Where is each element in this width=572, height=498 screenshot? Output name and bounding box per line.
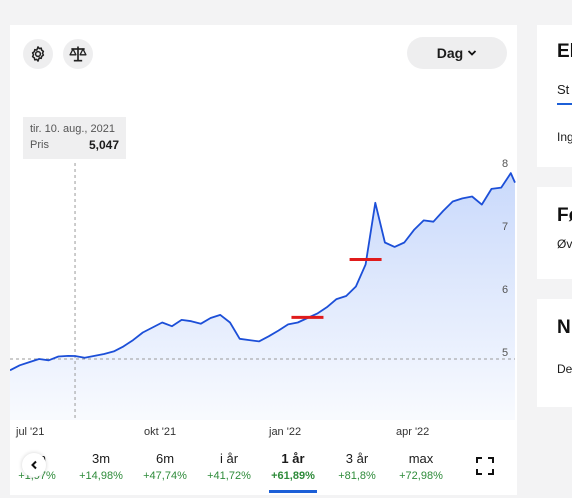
range-label: 6m: [155, 451, 175, 466]
gear-icon: [31, 46, 45, 62]
y-tick-label: 7: [502, 221, 508, 233]
side-card-2-text: Øv: [557, 237, 572, 251]
chart-tooltip: tir. 10. aug., 2021 Pris 5,047: [23, 117, 126, 159]
x-tick-label: jul '21: [16, 426, 45, 438]
range-change: +61,89%: [271, 470, 315, 482]
range-change: +72,98%: [399, 470, 443, 482]
x-tick-label: jan '22: [269, 426, 302, 438]
chevron-down-icon: [468, 50, 477, 56]
scroll-left-button[interactable]: [22, 453, 46, 477]
side-card-3: N De: [537, 299, 572, 407]
range-button-ytd[interactable]: i år +41,72%: [200, 451, 258, 482]
tooltip-price-label: Pris: [30, 139, 49, 151]
side-card-2: Fø Øv: [537, 187, 572, 279]
side-card-1: El St Ing: [537, 25, 572, 167]
active-range-indicator: [269, 490, 317, 493]
range-button-3y[interactable]: 3 år +81,8%: [328, 451, 386, 482]
tooltip-price-value: 5,047: [88, 138, 119, 152]
range-button-3m[interactable]: 3m +14,98%: [72, 451, 130, 482]
side-card-1-tab[interactable]: St: [557, 82, 570, 97]
tooltip-date: tir. 10. aug., 2021: [30, 123, 116, 135]
side-card-3-text: De: [557, 362, 572, 376]
price-area-fill: [10, 173, 515, 420]
range-change: +41,72%: [207, 470, 251, 482]
y-tick-label: 8: [502, 158, 508, 170]
x-tick-label: apr '22: [396, 426, 430, 438]
compare-button[interactable]: [63, 39, 93, 69]
range-label: 3 år: [345, 451, 369, 466]
price-chart[interactable]: 5 6 7 8: [10, 25, 517, 495]
range-button-6m[interactable]: 6m +47,74%: [136, 451, 194, 482]
range-label: max: [408, 451, 434, 466]
range-label: i år: [219, 451, 239, 466]
period-label: Dag: [436, 45, 464, 61]
side-card-1-text: Ing: [557, 130, 572, 144]
side-card-2-title: Fø: [557, 205, 572, 226]
period-dropdown[interactable]: Dag: [407, 37, 507, 69]
y-tick-label: 6: [502, 284, 508, 296]
side-card-1-title: El: [557, 41, 572, 62]
range-change: +81,8%: [338, 470, 376, 482]
y-tick-label: 5: [502, 347, 508, 359]
chevron-left-icon: [31, 460, 37, 470]
range-button-1y[interactable]: 1 år +61,89%: [264, 451, 322, 482]
fullscreen-button[interactable]: [475, 456, 495, 476]
range-change: +47,74%: [143, 470, 187, 482]
range-label: 3m: [91, 451, 111, 466]
range-label: 1 år: [281, 451, 305, 466]
fullscreen-icon: [476, 457, 494, 475]
side-card-1-tab-underline: [557, 103, 572, 105]
price-line: [10, 172, 516, 372]
settings-button[interactable]: [23, 39, 53, 69]
scale-icon: [69, 46, 87, 62]
range-change: +14,98%: [79, 470, 123, 482]
x-tick-label: okt '21: [144, 426, 177, 438]
range-button-max[interactable]: max +72,98%: [392, 451, 450, 482]
side-card-3-title: N: [557, 317, 571, 338]
